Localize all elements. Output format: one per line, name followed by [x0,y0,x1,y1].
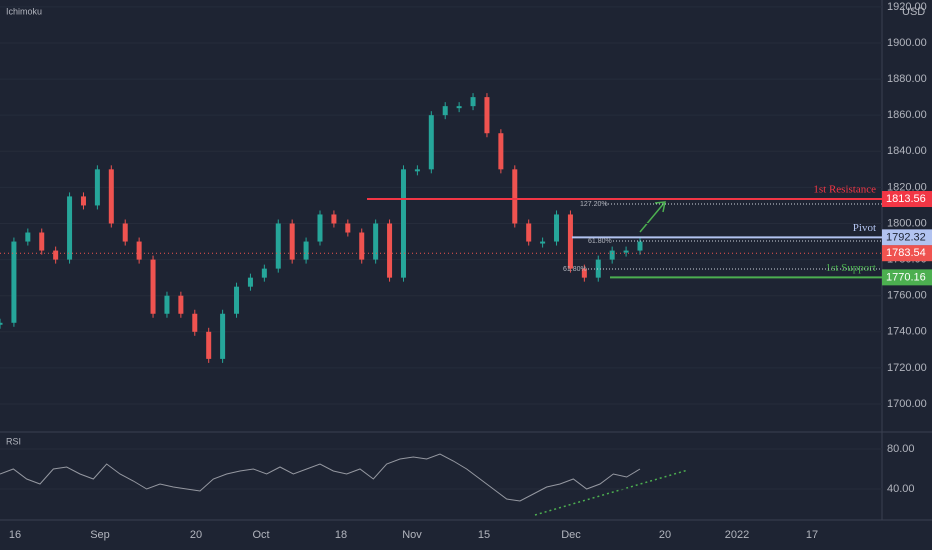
rsi-title: RSI [6,436,21,446]
candle [220,313,226,359]
candle [595,259,601,278]
x-tick-label: Nov [402,529,422,541]
candle [53,250,59,260]
price-tag [882,229,932,246]
rsi-line [0,453,641,502]
candle [206,331,212,359]
candle [331,214,337,224]
candle [108,169,114,224]
candle [164,295,170,314]
price-tag-label: 1792.32 [886,231,926,243]
candle [442,106,448,116]
level-name: Pivot [853,222,876,234]
candle [637,241,643,251]
fib-label: 127.20% [580,201,608,208]
y-tick-label: 40.00 [887,483,915,495]
y-tick-label: 1720.00 [887,362,927,374]
price-tag [882,245,932,262]
candle [234,286,240,314]
y-tick-label: 1840.00 [887,145,927,157]
indicator-label: Ichimoku [6,6,42,16]
candle [192,313,198,332]
candle [136,241,142,260]
candle [275,223,281,269]
candle [623,250,629,253]
y-tick-label: 1920.00 [887,1,927,13]
y-tick-label: 1820.00 [887,181,927,193]
x-tick-label: 18 [335,529,347,541]
rsi-trendline [534,469,689,516]
candle [67,196,73,260]
candle [359,232,365,260]
level-name: 1st Support [826,262,876,274]
candle [317,214,323,242]
candle [470,97,476,107]
candle [345,223,351,233]
x-tick-label: 2022 [725,529,749,541]
candle [0,322,3,325]
candle [247,277,253,287]
candle [400,169,406,278]
fib-label: 61.80% [563,266,587,273]
price-tag-label: 1813.56 [886,193,926,205]
candle [512,169,518,224]
candle [456,106,462,109]
candle [289,223,295,260]
x-tick-label: 16 [9,529,21,541]
price-tag [882,191,932,208]
y-tick-label: 1860.00 [887,109,927,121]
price-tag-label: 1770.16 [886,271,926,283]
candle [581,268,587,278]
y-tick-label: 80.00 [887,443,915,455]
y-tick-label: 1800.00 [887,217,927,229]
x-tick-label: 20 [659,529,671,541]
arrow [639,201,666,233]
candle [94,169,100,206]
candle [178,295,184,314]
candle [526,223,532,242]
price-tag [882,269,932,286]
x-tick-label: Oct [252,529,269,541]
fib-label: 61.80% [588,238,612,245]
candle [150,259,156,314]
candle [11,241,17,323]
candle [373,223,379,260]
candle [303,241,309,260]
x-tick-label: 20 [190,529,202,541]
candle [261,268,267,278]
y-tick-label: 1740.00 [887,326,927,338]
candle [484,97,490,134]
candle [567,214,573,269]
currency-label: USD [902,6,925,18]
x-tick-label: 15 [478,529,490,541]
arrow-head [654,201,666,213]
price-tag-label: 1783.54 [886,247,926,259]
y-tick-label: 1880.00 [887,73,927,85]
candle [540,241,546,244]
x-tick-label: 17 [806,529,818,541]
x-tick-label: Dec [561,529,581,541]
candle [39,232,45,251]
candle [25,232,31,242]
y-tick-label: 1760.00 [887,290,927,302]
x-tick-label: Sep [90,529,110,541]
candle [428,115,434,170]
level-name: 1st Resistance [813,184,876,196]
candle [498,133,504,170]
candle [387,223,393,278]
candle [122,223,128,242]
y-tick-label: 1700.00 [887,398,927,410]
candle [609,250,615,260]
candle [554,214,560,242]
y-tick-label: 1900.00 [887,37,927,49]
candle [80,196,86,206]
candle [414,169,420,172]
